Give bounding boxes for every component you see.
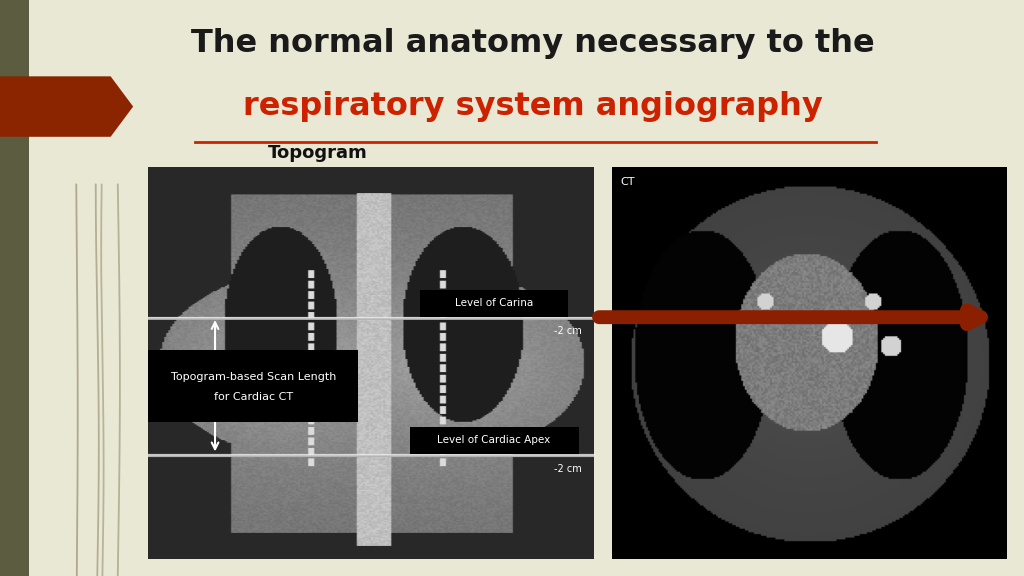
Text: Level of Cardiac Apex: Level of Cardiac Apex xyxy=(437,435,551,445)
Bar xyxy=(0,0,29,576)
Text: The normal anatomy necessary to the: The normal anatomy necessary to the xyxy=(190,28,874,59)
Text: -2 cm: -2 cm xyxy=(554,464,583,473)
Text: CT: CT xyxy=(621,177,635,187)
Text: -2 cm: -2 cm xyxy=(554,327,583,336)
Polygon shape xyxy=(0,77,133,137)
Bar xyxy=(148,167,594,559)
Text: Topogram-based Scan Length: Topogram-based Scan Length xyxy=(171,372,336,382)
Text: for Cardiac CT: for Cardiac CT xyxy=(214,392,293,402)
Text: Topogram: Topogram xyxy=(267,143,368,162)
Text: Level of Carina: Level of Carina xyxy=(455,298,534,308)
FancyBboxPatch shape xyxy=(420,290,568,317)
Text: respiratory system angiography: respiratory system angiography xyxy=(243,91,822,122)
Bar xyxy=(612,167,1007,559)
FancyBboxPatch shape xyxy=(410,427,579,454)
FancyBboxPatch shape xyxy=(148,350,358,422)
